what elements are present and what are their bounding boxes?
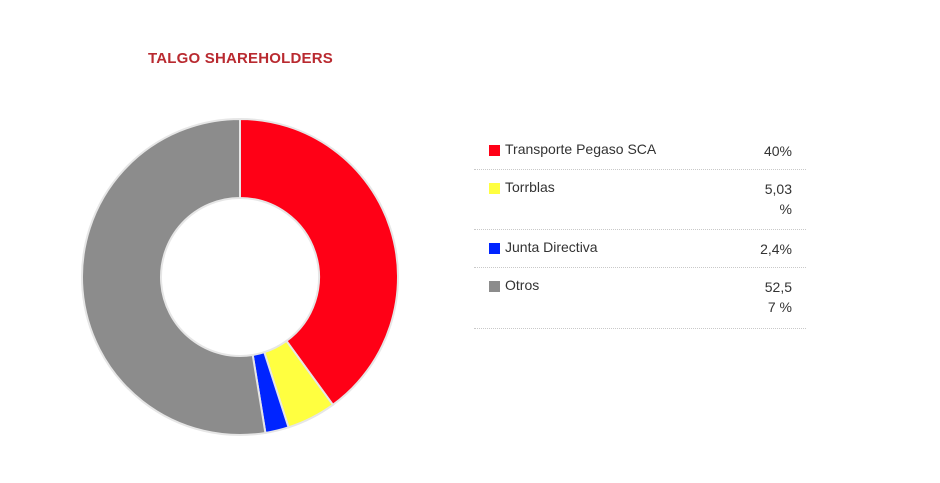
legend-label: Torrblas [505,179,555,195]
legend-value: 52,57 % [764,279,792,315]
legend-row: Junta Directiva 2,4% [474,230,806,268]
legend-swatch [489,145,500,156]
legend-value: 5,03 % [764,181,792,217]
legend-label: Otros [505,277,540,293]
chart-title: TALGO SHAREHOLDERS [148,50,333,67]
legend-label: Transporte Pegaso SCA [505,141,657,157]
legend: Transporte Pegaso SCA 40% Torrblas 5,03 … [474,132,806,329]
legend-value: 40% [763,143,792,159]
legend-row: Transporte Pegaso SCA 40% [474,132,806,170]
pie-slice [81,117,267,436]
legend-swatch [489,183,500,194]
legend-swatch [489,243,500,254]
donut-chart [81,117,399,436]
legend-value: 2,4% [760,241,792,257]
pie-slice [239,117,399,407]
legend-row: Torrblas 5,03 % [474,170,806,230]
legend-row: Otros 52,57 % [474,268,806,329]
legend-swatch [489,281,500,292]
legend-label: Junta Directiva [505,239,598,255]
